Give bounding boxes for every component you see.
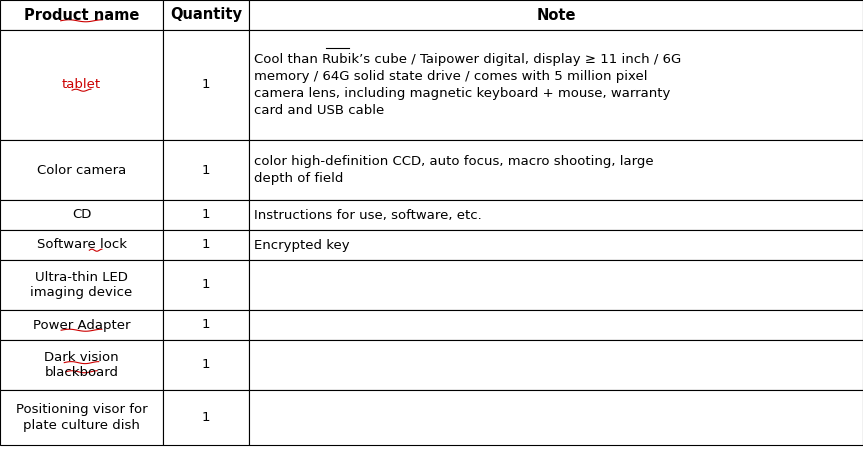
Bar — [163, 310, 249, 340]
Bar — [249, 200, 863, 230]
Text: Power Adapter: Power Adapter — [33, 319, 130, 332]
Bar — [163, 200, 249, 230]
Text: 1: 1 — [202, 163, 211, 176]
Text: Product name: Product name — [24, 7, 139, 23]
Bar — [0, 200, 163, 230]
Text: CD: CD — [72, 208, 91, 221]
Bar — [249, 340, 863, 390]
Bar — [0, 260, 163, 310]
Text: Quantity: Quantity — [170, 7, 242, 23]
Bar — [163, 340, 249, 390]
Bar — [249, 140, 863, 200]
Text: Note: Note — [536, 7, 576, 23]
Bar — [0, 0, 163, 30]
Bar — [0, 30, 163, 140]
Text: Encrypted key: Encrypted key — [254, 238, 350, 251]
Text: Dark vision
blackboard: Dark vision blackboard — [44, 351, 119, 379]
Text: Software lock: Software lock — [36, 238, 127, 251]
Bar — [0, 230, 163, 260]
Bar — [0, 390, 163, 445]
Bar — [163, 230, 249, 260]
Text: 1: 1 — [202, 358, 211, 371]
Bar — [163, 140, 249, 200]
Bar — [249, 230, 863, 260]
Text: Instructions for use, software, etc.: Instructions for use, software, etc. — [254, 208, 482, 221]
Bar — [249, 30, 863, 140]
Bar — [163, 390, 249, 445]
Bar — [249, 390, 863, 445]
Text: 1: 1 — [202, 79, 211, 92]
Text: 1: 1 — [202, 411, 211, 424]
Bar — [0, 340, 163, 390]
Text: Positioning visor for
plate culture dish: Positioning visor for plate culture dish — [16, 403, 148, 432]
Text: Cool than Rubik’s cube / Taipower digital, display ≥ 11 inch / 6G
memory / 64G s: Cool than Rubik’s cube / Taipower digita… — [254, 53, 681, 117]
Bar — [163, 260, 249, 310]
Bar — [163, 0, 249, 30]
Text: 1: 1 — [202, 208, 211, 221]
Bar — [163, 30, 249, 140]
Bar — [249, 310, 863, 340]
Text: Ultra-thin LED
imaging device: Ultra-thin LED imaging device — [30, 271, 133, 299]
Text: Color camera: Color camera — [37, 163, 126, 176]
Bar — [0, 140, 163, 200]
Text: tablet: tablet — [62, 79, 101, 92]
Text: 1: 1 — [202, 319, 211, 332]
Text: 1: 1 — [202, 238, 211, 251]
Text: color high-definition CCD, auto focus, macro shooting, large
depth of field: color high-definition CCD, auto focus, m… — [254, 155, 653, 185]
Bar — [0, 310, 163, 340]
Bar — [249, 260, 863, 310]
Text: 1: 1 — [202, 279, 211, 292]
Bar — [249, 0, 863, 30]
